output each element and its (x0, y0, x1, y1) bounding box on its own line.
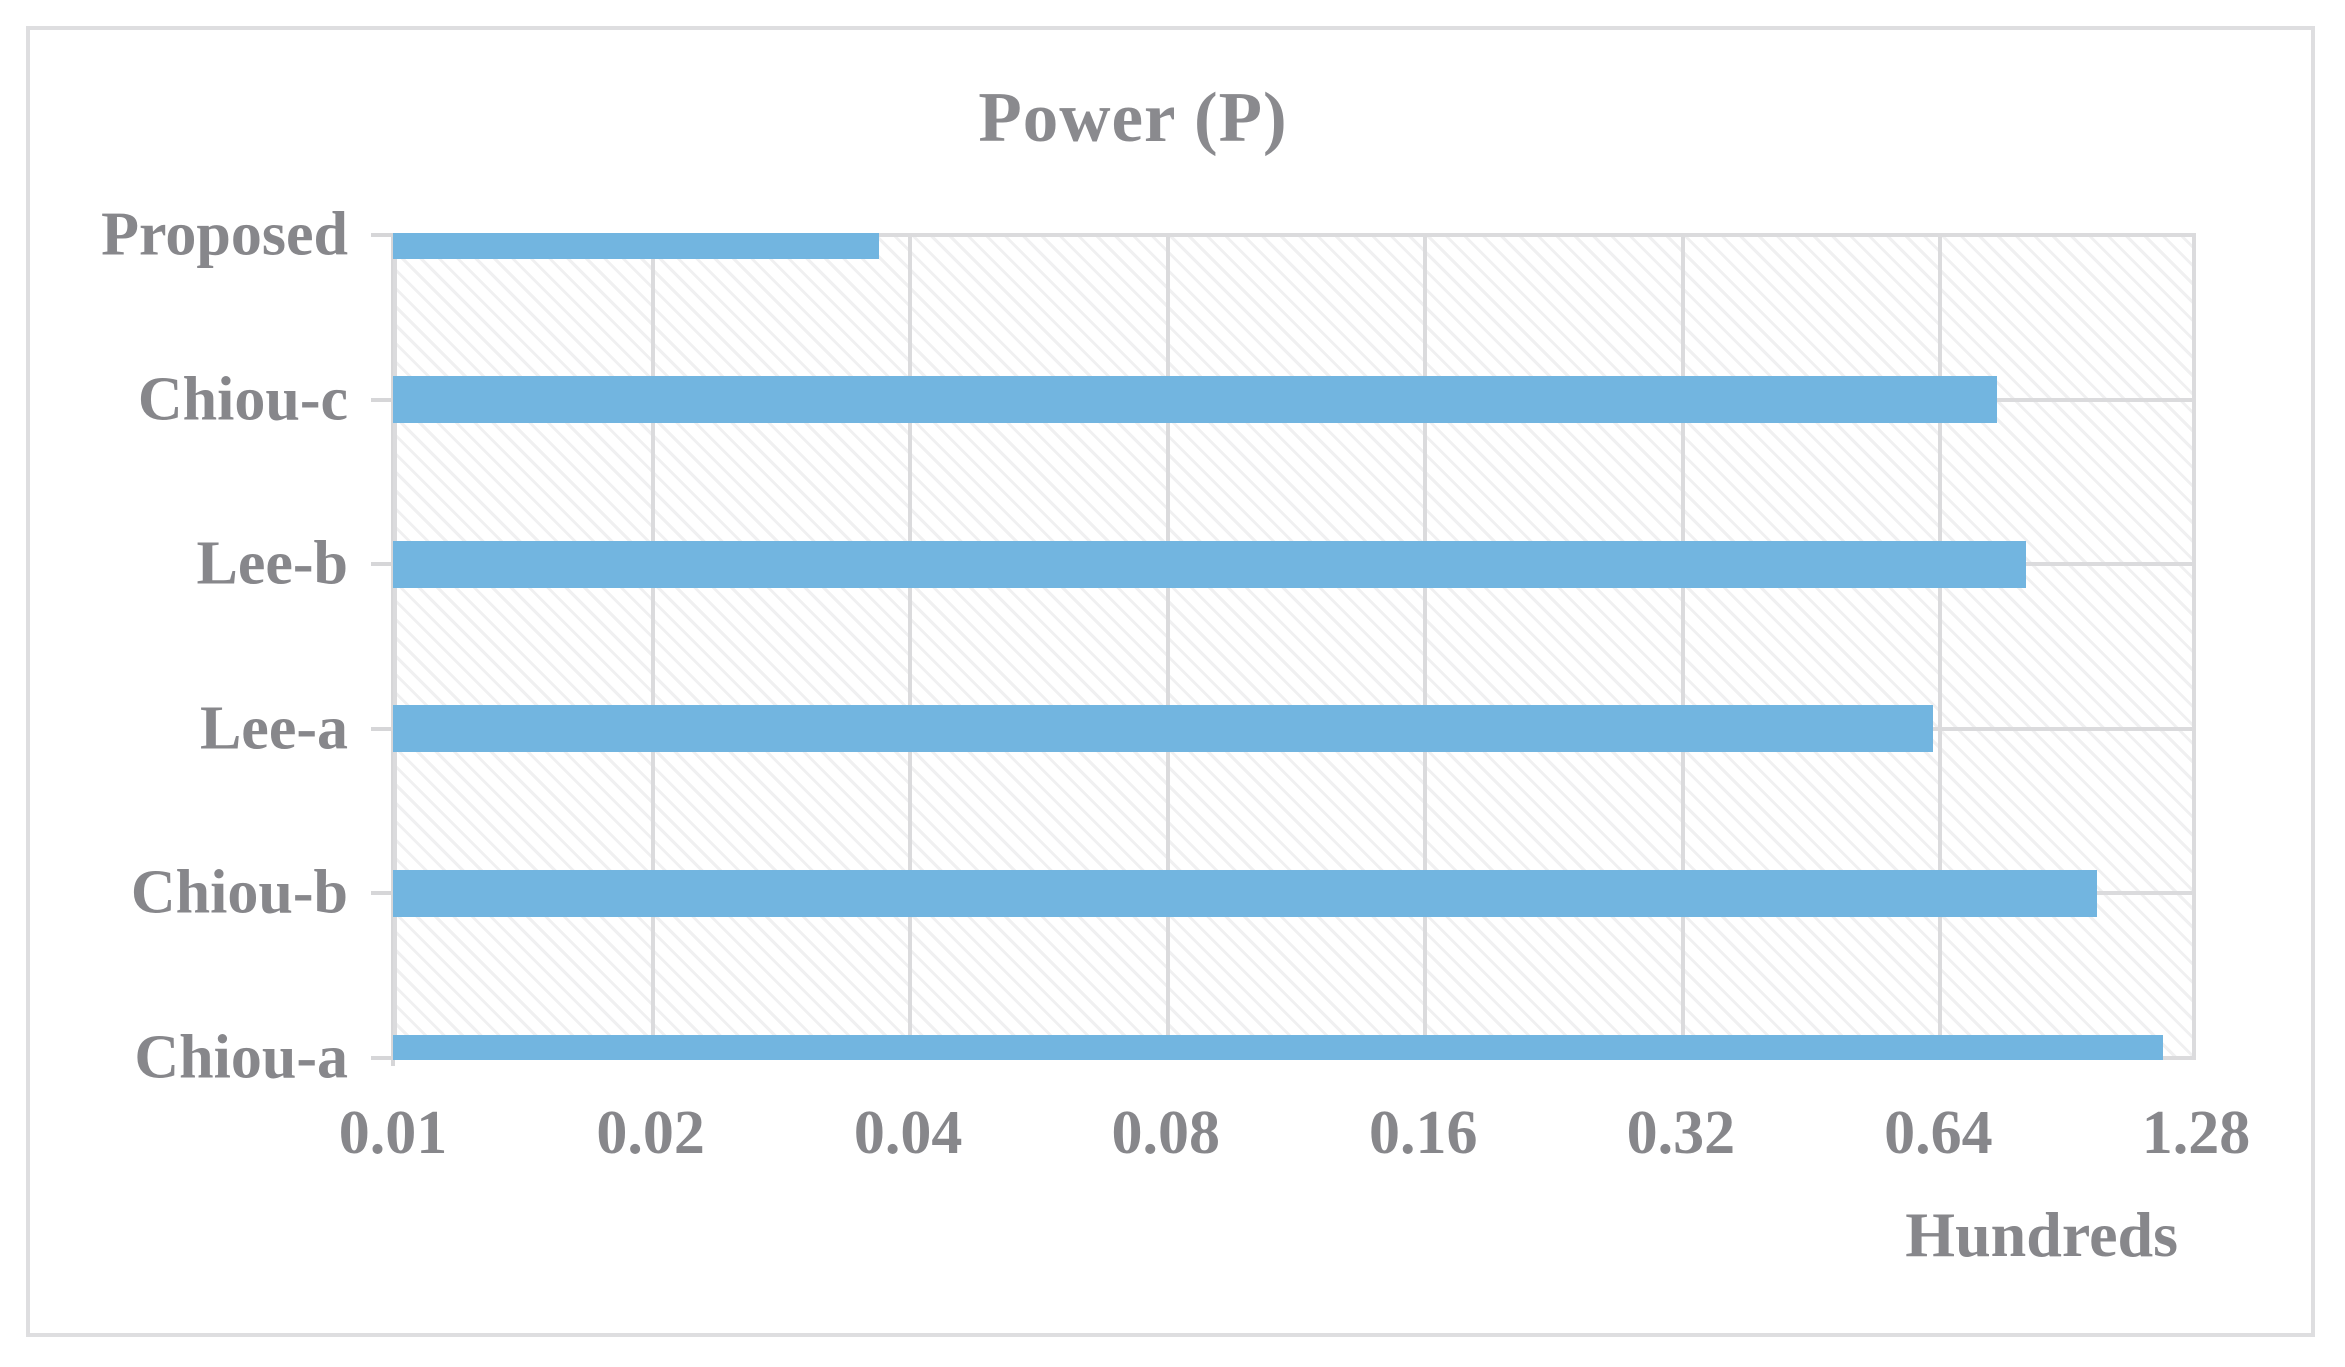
category-label: Chiou-a (134, 1023, 348, 1092)
horizontal-gridline (393, 233, 2196, 237)
category-axis-tick (371, 891, 393, 896)
category-axis-tick (371, 233, 393, 237)
vertical-gridline (1680, 233, 1685, 1060)
vertical-gridline (2192, 233, 2196, 1060)
x-tick-label: 0.01 (338, 1099, 448, 1167)
x-tick-label: 0.16 (1369, 1099, 1478, 1167)
vertical-gridline (393, 233, 397, 1060)
category-label: Lee-b (196, 529, 348, 598)
vertical-gridline (908, 233, 913, 1060)
x-tick-label: 1.28 (2141, 1099, 2251, 1167)
x-tick-label: 0.02 (596, 1099, 705, 1167)
category-axis-tick (371, 726, 393, 731)
vertical-gridline (1423, 233, 1428, 1060)
chart-title: Power (P) (978, 79, 1288, 157)
x-tick-label: 0.08 (1111, 1099, 1220, 1167)
vertical-gridline (650, 233, 655, 1060)
bar-proposed (393, 233, 880, 259)
category-axis-tick (371, 1056, 393, 1060)
bar-lee-a (393, 705, 1933, 753)
bar-chiou-b (393, 869, 2097, 917)
chart-border (26, 26, 2315, 1337)
category-label: Proposed (101, 200, 348, 269)
vertical-gridline (1938, 233, 1943, 1060)
category-label: Chiou-c (137, 365, 348, 434)
x-tick-label: 0.32 (1626, 1099, 1736, 1167)
x-tick-label: 0.04 (853, 1099, 963, 1167)
x-tick-label: 0.64 (1884, 1099, 1993, 1167)
category-label: Lee-a (199, 694, 348, 763)
category-label: Chiou-b (130, 858, 348, 927)
vertical-gridline (1165, 233, 1170, 1060)
bar-chiou-a (393, 1034, 2163, 1060)
category-axis-tick (371, 562, 393, 567)
axis-unit-label: Hundreds (1905, 1199, 2178, 1270)
bar-lee-b (393, 540, 2026, 588)
category-axis-tick (371, 397, 393, 402)
plot-area (393, 233, 2196, 1060)
bar-chiou-c (393, 376, 1998, 424)
